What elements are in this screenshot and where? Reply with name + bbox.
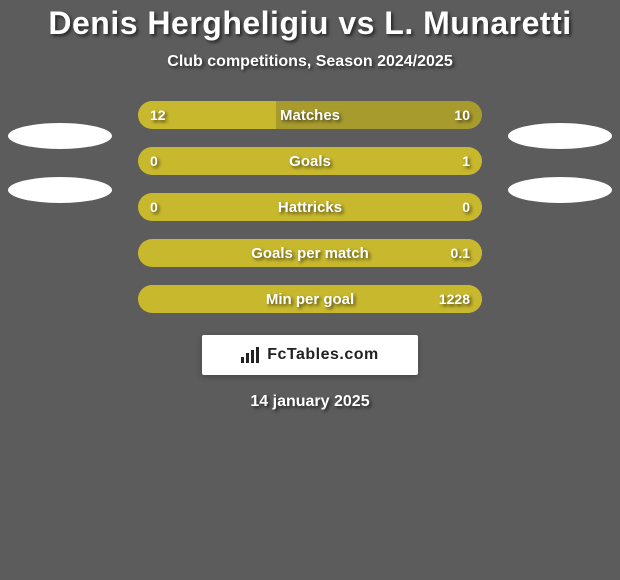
page-title: Denis Hergheligiu vs L. Munaretti: [38, 6, 581, 41]
stat-value-left: 0: [150, 147, 158, 175]
stat-label: Goals: [138, 147, 482, 175]
content-wrapper: Denis Hergheligiu vs L. Munaretti Club c…: [0, 0, 620, 580]
stat-bar: Hattricks0 0: [138, 193, 482, 221]
stat-bar: Matches12 10: [138, 101, 482, 129]
avatar-ovals-right: [508, 123, 612, 203]
avatar-placeholder: [508, 123, 612, 149]
stat-value-right: 1228: [439, 285, 470, 313]
date-label: 14 january 2025: [250, 393, 369, 411]
avatar-ovals-left: [8, 123, 112, 203]
stat-label: Goals per match: [138, 239, 482, 267]
stat-value-left: 0: [150, 193, 158, 221]
brand-text: FcTables.com: [267, 346, 379, 364]
bar-chart-icon: [241, 347, 261, 363]
stat-label: Hattricks: [138, 193, 482, 221]
stat-label: Min per goal: [138, 285, 482, 313]
stat-value-right: 0: [462, 193, 470, 221]
stat-bar: Min per goal1228: [138, 285, 482, 313]
stat-value-right: 1: [462, 147, 470, 175]
stat-bar: Goals0 1: [138, 147, 482, 175]
brand-box: FcTables.com: [202, 335, 418, 375]
stat-value-right: 0.1: [451, 239, 470, 267]
avatar-placeholder: [8, 177, 112, 203]
stat-value-right: 10: [454, 101, 470, 129]
avatar-placeholder: [508, 177, 612, 203]
stat-value-left: 12: [150, 101, 166, 129]
stat-label: Matches: [138, 101, 482, 129]
stat-bar: Goals per match0.1: [138, 239, 482, 267]
subtitle: Club competitions, Season 2024/2025: [167, 53, 452, 71]
avatar-placeholder: [8, 123, 112, 149]
